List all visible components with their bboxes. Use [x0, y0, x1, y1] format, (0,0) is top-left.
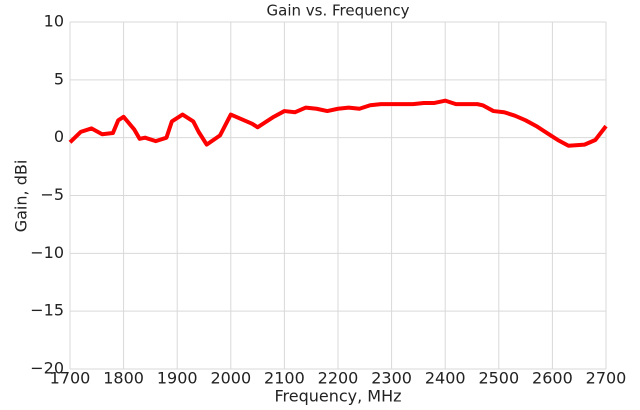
x-tick-label: 2200 — [318, 369, 359, 388]
x-tick-label: 2000 — [210, 369, 251, 388]
y-tick-label: 5 — [54, 69, 64, 88]
chart-title: Gain vs. Frequency — [267, 2, 410, 20]
x-axis-label: Frequency, MHz — [274, 387, 401, 406]
x-tick-label: 1700 — [50, 369, 91, 388]
y-tick-label: −10 — [30, 243, 64, 262]
x-tick-label: 2600 — [532, 369, 573, 388]
y-tick-label: −15 — [30, 301, 64, 320]
x-tick-label: 2500 — [478, 369, 519, 388]
data-line — [68, 98, 608, 148]
x-tick-label: 2300 — [371, 369, 412, 388]
x-tick-label: 2700 — [586, 369, 627, 388]
y-tick-label: 0 — [54, 127, 64, 146]
x-tick-label: 1800 — [103, 369, 144, 388]
x-tick-label: 1900 — [157, 369, 198, 388]
y-tick-label: 10 — [44, 12, 64, 31]
y-tick-label: −20 — [30, 359, 64, 378]
y-axis-label: Gain, dBi — [12, 160, 31, 233]
x-tick-label: 2400 — [425, 369, 466, 388]
x-tick-label: 2100 — [264, 369, 305, 388]
y-tick-label: −5 — [40, 185, 64, 204]
